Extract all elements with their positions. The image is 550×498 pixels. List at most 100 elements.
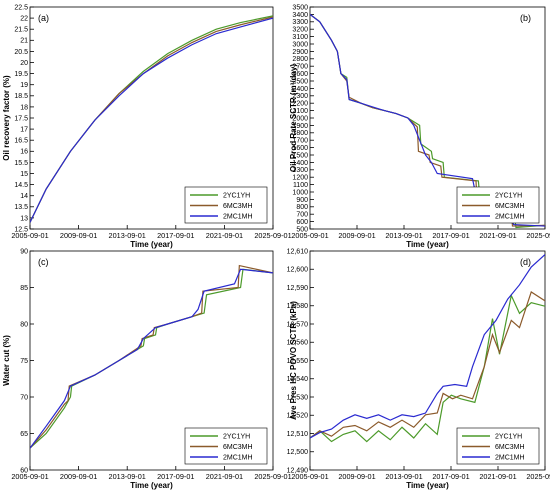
chart-panel-0: 2005-09-01 2009-09-01 2013-09-01 2017-09-01…: [2, 4, 292, 249]
y-tick-label: 3000: [292, 41, 308, 48]
y-tick-label: 14: [20, 193, 28, 200]
y-tick-label: 13.5: [14, 204, 28, 211]
x-axis-label: Time (year): [406, 481, 449, 490]
y-tick-label: 2700: [292, 64, 308, 71]
y-tick-label: 2000: [292, 115, 308, 122]
y-tick-label: 22: [20, 16, 28, 23]
series-line-2MC1MH: [310, 254, 545, 439]
panel-label: (a): [38, 13, 49, 23]
y-tick-label: 3500: [292, 4, 308, 11]
x-tick-label: 2025-09-01: [526, 231, 550, 240]
y-tick-label: 2900: [292, 49, 308, 56]
y-tick-label: 12,610: [287, 248, 309, 255]
x-axis-label: Time (year): [406, 240, 449, 249]
panel-label: (c): [38, 257, 49, 267]
legend: 2YC1YH 6MC3MH 2MC1MH: [456, 427, 540, 465]
panel-label: (b): [520, 13, 531, 23]
y-tick-label: 12,570: [287, 321, 309, 328]
y-tick-label: 2600: [292, 71, 308, 78]
y-tick-label: 2300: [292, 93, 308, 100]
y-tick-label: 12.5: [14, 226, 28, 233]
x-tick-label: 2021-09-01: [206, 472, 243, 481]
x-tick-label: 2009-09-01: [60, 472, 97, 481]
y-axis-label: Oil recovery factor (%): [2, 75, 11, 161]
x-tick-label: 2013-09-01: [385, 231, 422, 240]
legend: 2YC1YH 6MC3MH 2MC1MH: [456, 186, 540, 224]
y-tick-label: 13: [20, 215, 28, 222]
y-tick-label: 16.5: [14, 138, 28, 145]
y-tick-label: 800: [296, 204, 308, 211]
x-tick-label: 2005-09-01: [291, 231, 328, 240]
y-tick-label: 21.5: [14, 27, 28, 34]
y-tick-label: 2200: [292, 101, 308, 108]
y-tick-label: 85: [20, 285, 28, 292]
y-tick-label: 17: [20, 127, 28, 134]
y-tick-label: 12,560: [287, 340, 309, 347]
series-line-2MC1MH: [30, 268, 273, 449]
legend-label: 6MC3MH: [223, 444, 253, 451]
x-tick-label: 2013-09-01: [385, 472, 422, 481]
y-tick-label: 3400: [292, 12, 308, 19]
x-tick-label: 2017-09-01: [157, 472, 194, 481]
y-tick-label: 12,530: [287, 394, 309, 401]
y-tick-label: 12,590: [287, 285, 309, 292]
y-tick-label: 15: [20, 171, 28, 178]
legend-label: 2MC1MH: [495, 455, 525, 462]
y-tick-label: 19.5: [14, 71, 28, 78]
x-tick-label: 2025-09-01: [254, 231, 291, 240]
legend-label: 6MC3MH: [495, 444, 525, 451]
y-tick-label: 12,580: [287, 303, 309, 310]
y-tick-label: 3300: [292, 19, 308, 26]
y-tick-label: 1200: [292, 175, 308, 182]
y-tick-label: 1700: [292, 138, 308, 145]
y-tick-label: 12,540: [287, 376, 309, 383]
x-tick-label: 2005-09-01: [291, 472, 328, 481]
y-tick-label: 1900: [292, 123, 308, 130]
x-tick-label: 2005-09-01: [11, 231, 48, 240]
y-tick-label: 80: [20, 321, 28, 328]
y-tick-label: 3100: [292, 34, 308, 41]
y-tick-label: 1600: [292, 145, 308, 152]
y-tick-label: 600: [296, 219, 308, 226]
y-tick-label: 2400: [292, 86, 308, 93]
x-tick-label: 2013-09-01: [109, 472, 146, 481]
y-tick-label: 75: [20, 358, 28, 365]
x-axis-label: Time (year): [130, 240, 173, 249]
y-tick-label: 700: [296, 212, 308, 219]
legend: 2YC1YH 6MC3MH 2MC1MH: [184, 427, 268, 465]
legend-label: 2YC1YH: [223, 193, 250, 200]
legend-label: 2MC1MH: [223, 455, 253, 462]
y-tick-label: 900: [296, 197, 308, 204]
x-tick-label: 2005-09-01: [11, 472, 48, 481]
y-tick-label: 65: [20, 431, 28, 438]
series-line-2YC1YH: [30, 268, 273, 449]
series-group: [30, 264, 273, 449]
x-tick-label: 2017-09-01: [432, 472, 469, 481]
legend-label: 6MC3MH: [223, 203, 253, 210]
y-tick-label: 1800: [292, 130, 308, 137]
y-tick-label: 12,500: [287, 449, 309, 456]
y-tick-label: 12,520: [287, 413, 309, 420]
x-tick-label: 2009-09-01: [338, 231, 375, 240]
y-tick-label: 90: [20, 248, 28, 255]
x-tick-label: 2021-09-01: [206, 231, 243, 240]
legend-label: 2YC1YH: [495, 193, 522, 200]
y-tick-label: 2100: [292, 108, 308, 115]
y-tick-label: 16: [20, 149, 28, 156]
y-axis-label: Ave Pres HC POVO SCTR (kPa): [289, 301, 298, 420]
x-tick-label: 2017-09-01: [432, 231, 469, 240]
legend-label: 2MC1MH: [223, 214, 253, 221]
x-axis-label: Time (year): [130, 481, 173, 490]
y-tick-label: 20.5: [14, 49, 28, 56]
y-tick-label: 500: [296, 226, 308, 233]
y-tick-label: 18: [20, 104, 28, 111]
y-tick-label: 12,490: [287, 467, 309, 474]
y-axis-label: Oil Prod Rate SCTR (m³/day): [289, 64, 298, 172]
y-tick-label: 1000: [292, 189, 308, 196]
x-tick-label: 2025-09-01: [526, 472, 550, 481]
series-line-2MC1MH: [30, 17, 273, 223]
x-tick-label: 2021-09-01: [479, 231, 516, 240]
panel-label: (d): [520, 257, 531, 267]
y-tick-label: 15.5: [14, 160, 28, 167]
